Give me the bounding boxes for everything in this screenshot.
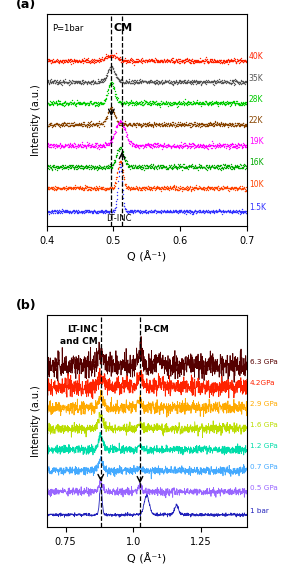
Text: 6.3 GPa: 6.3 GPa <box>250 359 277 365</box>
Text: 28K: 28K <box>249 95 263 104</box>
Text: 40K: 40K <box>249 52 264 61</box>
X-axis label: Q (Å⁻¹): Q (Å⁻¹) <box>127 252 166 263</box>
Text: CM: CM <box>113 23 132 33</box>
Text: 35K: 35K <box>249 74 264 83</box>
Text: 19K: 19K <box>249 137 263 146</box>
Text: 4.2GPa: 4.2GPa <box>250 380 275 386</box>
Text: LT-INC: LT-INC <box>106 214 132 223</box>
Text: 0.7 GPa: 0.7 GPa <box>250 464 277 470</box>
Text: 1 bar: 1 bar <box>250 508 268 514</box>
Y-axis label: Intensity (a.u.): Intensity (a.u.) <box>31 385 41 457</box>
Text: (a): (a) <box>16 0 36 11</box>
Text: 2.9 GPa: 2.9 GPa <box>250 401 277 407</box>
Text: 10K: 10K <box>249 180 263 189</box>
X-axis label: Q (Å⁻¹): Q (Å⁻¹) <box>127 553 166 564</box>
Text: P-CM: P-CM <box>143 325 169 334</box>
Text: P=1bar: P=1bar <box>52 24 83 33</box>
Y-axis label: Intensity (a.u.): Intensity (a.u.) <box>31 84 41 156</box>
Text: (b): (b) <box>16 299 36 312</box>
Text: 22K: 22K <box>249 116 263 125</box>
Text: 1.6 GPa: 1.6 GPa <box>250 422 277 428</box>
Text: 1.5K: 1.5K <box>249 203 266 212</box>
Text: LT-INC: LT-INC <box>67 325 98 334</box>
Text: 0.5 GPa: 0.5 GPa <box>250 485 277 491</box>
Text: 1.2 GPa: 1.2 GPa <box>250 443 277 449</box>
Text: 16K: 16K <box>249 158 263 168</box>
Text: and CM: and CM <box>60 337 98 346</box>
